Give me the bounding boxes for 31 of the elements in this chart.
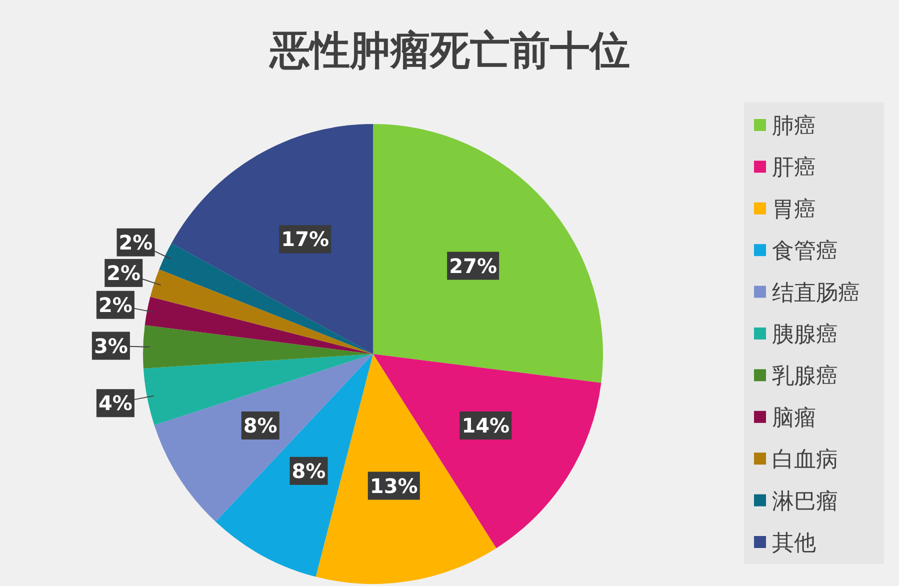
data-label: 2%: [118, 230, 153, 254]
legend-label: 白血病: [772, 448, 838, 473]
data-label: 27%: [449, 254, 497, 278]
legend-label: 脑瘤: [772, 406, 816, 431]
data-label: 8%: [243, 413, 278, 438]
data-label: 2%: [98, 292, 132, 317]
legend-label: 肺癌: [772, 114, 816, 139]
legend-label: 肝癌: [772, 156, 816, 181]
pie-slice: [171, 124, 373, 354]
pie-slice: [373, 124, 603, 383]
pie-slice: [143, 325, 373, 368]
legend-label: 乳腺癌: [772, 364, 838, 390]
data-label: 4%: [98, 391, 132, 416]
pie-slice: [154, 354, 373, 522]
legend-label: 胃癌: [772, 197, 816, 222]
pie-slice: [216, 354, 373, 577]
pie-slice: [373, 354, 602, 548]
chart-title: 恶性肿瘤死亡前十位: [268, 28, 630, 74]
data-label: 2%: [106, 260, 141, 285]
data-label: 13%: [370, 474, 418, 498]
legend-label: 淋巴瘤: [772, 489, 838, 514]
legend-label: 食管癌: [772, 239, 838, 264]
pie-slice: [144, 296, 373, 354]
data-label: 3%: [94, 334, 128, 358]
data-label: 14%: [462, 413, 510, 438]
legend-label: 其他: [772, 531, 816, 556]
data-label: 8%: [292, 458, 326, 483]
legend-label: 胰腺癌: [772, 322, 838, 348]
data-label: 17%: [281, 227, 330, 252]
legend-label: 结直肠癌: [772, 280, 860, 306]
pie-slice: [150, 269, 373, 354]
